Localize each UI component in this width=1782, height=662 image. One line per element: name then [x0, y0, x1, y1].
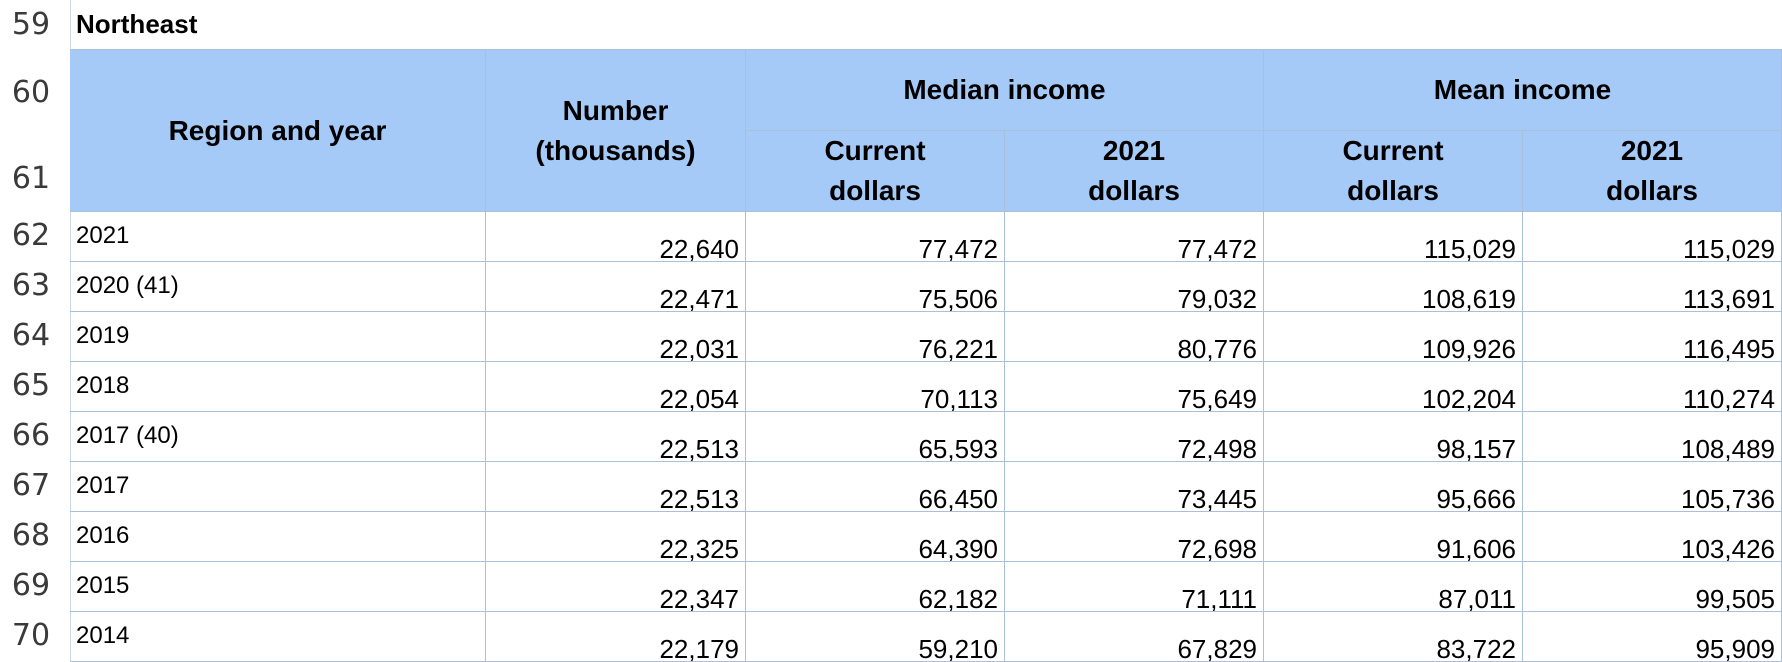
- mean-current-cell[interactable]: 95,666: [1264, 462, 1523, 512]
- number-cell[interactable]: 22,513: [486, 412, 746, 462]
- median-2021-cell[interactable]: 73,445: [1005, 462, 1264, 512]
- mean-2021-cell[interactable]: 95,909: [1523, 612, 1782, 662]
- header-number-line1: Number: [562, 94, 669, 126]
- median-current-cell[interactable]: 76,221: [746, 312, 1005, 362]
- row-number[interactable]: 66: [11, 418, 51, 453]
- mean-2021-cell[interactable]: 115,029: [1523, 212, 1782, 262]
- header-mean-income[interactable]: Mean income: [1264, 50, 1782, 131]
- mean-current-cell[interactable]: 91,606: [1264, 512, 1523, 562]
- row-number[interactable]: 70: [11, 618, 51, 653]
- mean-current-cell[interactable]: 115,029: [1264, 212, 1523, 262]
- year-cell[interactable]: 2015: [70, 562, 486, 612]
- header-line: dollars: [1347, 175, 1439, 206]
- median-2021-cell[interactable]: 79,032: [1005, 262, 1264, 312]
- median-current-cell[interactable]: 66,450: [746, 462, 1005, 512]
- median-current-cell[interactable]: 62,182: [746, 562, 1005, 612]
- row-number[interactable]: 68: [11, 518, 51, 553]
- year-cell[interactable]: 2014: [70, 612, 486, 662]
- year-cell[interactable]: 2019: [70, 312, 486, 362]
- mean-current-cell[interactable]: 98,157: [1264, 412, 1523, 462]
- header-line: 2021: [1102, 135, 1166, 166]
- mean-2021-cell[interactable]: 103,426: [1523, 512, 1782, 562]
- median-2021-cell[interactable]: 67,829: [1005, 612, 1264, 662]
- row-number[interactable]: 62: [11, 218, 51, 253]
- cell-grid: Northeast Region and year Number (thousa…: [70, 0, 1782, 662]
- row-number[interactable]: 61: [11, 161, 51, 196]
- region-title-cell[interactable]: Northeast: [70, 0, 1782, 50]
- mean-2021-cell[interactable]: 110,274: [1523, 362, 1782, 412]
- row-number[interactable]: 65: [11, 368, 51, 403]
- header-mean-2021-dollars[interactable]: 2021 dollars: [1523, 131, 1782, 212]
- row-number[interactable]: 60: [11, 75, 51, 110]
- mean-2021-cell[interactable]: 99,505: [1523, 562, 1782, 612]
- mean-current-cell[interactable]: 83,722: [1264, 612, 1523, 662]
- year-cell[interactable]: 2021: [70, 212, 486, 262]
- number-cell[interactable]: 22,347: [486, 562, 746, 612]
- median-current-cell[interactable]: 64,390: [746, 512, 1005, 562]
- median-current-cell[interactable]: 75,506: [746, 262, 1005, 312]
- header-median-2021-dollars[interactable]: 2021 dollars: [1005, 131, 1264, 212]
- mean-2021-cell[interactable]: 113,691: [1523, 262, 1782, 312]
- mean-2021-cell[interactable]: 105,736: [1523, 462, 1782, 512]
- row-number[interactable]: 59: [11, 7, 51, 42]
- median-2021-cell[interactable]: 77,472: [1005, 212, 1264, 262]
- header-line: dollars: [829, 175, 921, 206]
- row-number[interactable]: 64: [11, 318, 51, 353]
- number-cell[interactable]: 22,031: [486, 312, 746, 362]
- header-line: Current: [824, 135, 926, 166]
- header-region-and-year[interactable]: Region and year: [70, 50, 486, 212]
- row-number[interactable]: 67: [11, 468, 51, 503]
- mean-current-cell[interactable]: 87,011: [1264, 562, 1523, 612]
- header-line: dollars: [1088, 175, 1180, 206]
- mean-current-cell[interactable]: 108,619: [1264, 262, 1523, 312]
- header-median-current-dollars[interactable]: Current dollars: [746, 131, 1005, 212]
- row-number-gutter: 59 60 61 62 63 64 65 66 67 68 69 70: [0, 0, 71, 662]
- median-current-cell[interactable]: 70,113: [746, 362, 1005, 412]
- mean-current-cell[interactable]: 109,926: [1264, 312, 1523, 362]
- header-mean-current-dollars[interactable]: Current dollars: [1264, 131, 1523, 212]
- number-cell[interactable]: 22,179: [486, 612, 746, 662]
- median-2021-cell[interactable]: 72,498: [1005, 412, 1264, 462]
- number-cell[interactable]: 22,054: [486, 362, 746, 412]
- median-2021-cell[interactable]: 75,649: [1005, 362, 1264, 412]
- year-cell[interactable]: 2018: [70, 362, 486, 412]
- header-line: dollars: [1606, 175, 1698, 206]
- year-cell[interactable]: 2020 (41): [70, 262, 486, 312]
- median-2021-cell[interactable]: 72,698: [1005, 512, 1264, 562]
- year-cell[interactable]: 2016: [70, 512, 486, 562]
- row-number[interactable]: 69: [11, 568, 51, 603]
- year-cell[interactable]: 2017: [70, 462, 486, 512]
- header-line: Current: [1342, 135, 1444, 166]
- median-current-cell[interactable]: 65,593: [746, 412, 1005, 462]
- number-cell[interactable]: 22,640: [486, 212, 746, 262]
- header-median-income[interactable]: Median income: [746, 50, 1264, 131]
- number-cell[interactable]: 22,471: [486, 262, 746, 312]
- median-2021-cell[interactable]: 80,776: [1005, 312, 1264, 362]
- row-number[interactable]: 63: [11, 268, 51, 303]
- mean-current-cell[interactable]: 102,204: [1264, 362, 1523, 412]
- median-2021-cell[interactable]: 71,111: [1005, 562, 1264, 612]
- header-line: 2021: [1620, 135, 1684, 166]
- year-cell[interactable]: 2017 (40): [70, 412, 486, 462]
- header-number-line2: (thousands): [535, 134, 696, 166]
- median-current-cell[interactable]: 77,472: [746, 212, 1005, 262]
- mean-2021-cell[interactable]: 116,495: [1523, 312, 1782, 362]
- number-cell[interactable]: 22,325: [486, 512, 746, 562]
- header-number[interactable]: Number (thousands): [486, 50, 746, 212]
- number-cell[interactable]: 22,513: [486, 462, 746, 512]
- median-current-cell[interactable]: 59,210: [746, 612, 1005, 662]
- mean-2021-cell[interactable]: 108,489: [1523, 412, 1782, 462]
